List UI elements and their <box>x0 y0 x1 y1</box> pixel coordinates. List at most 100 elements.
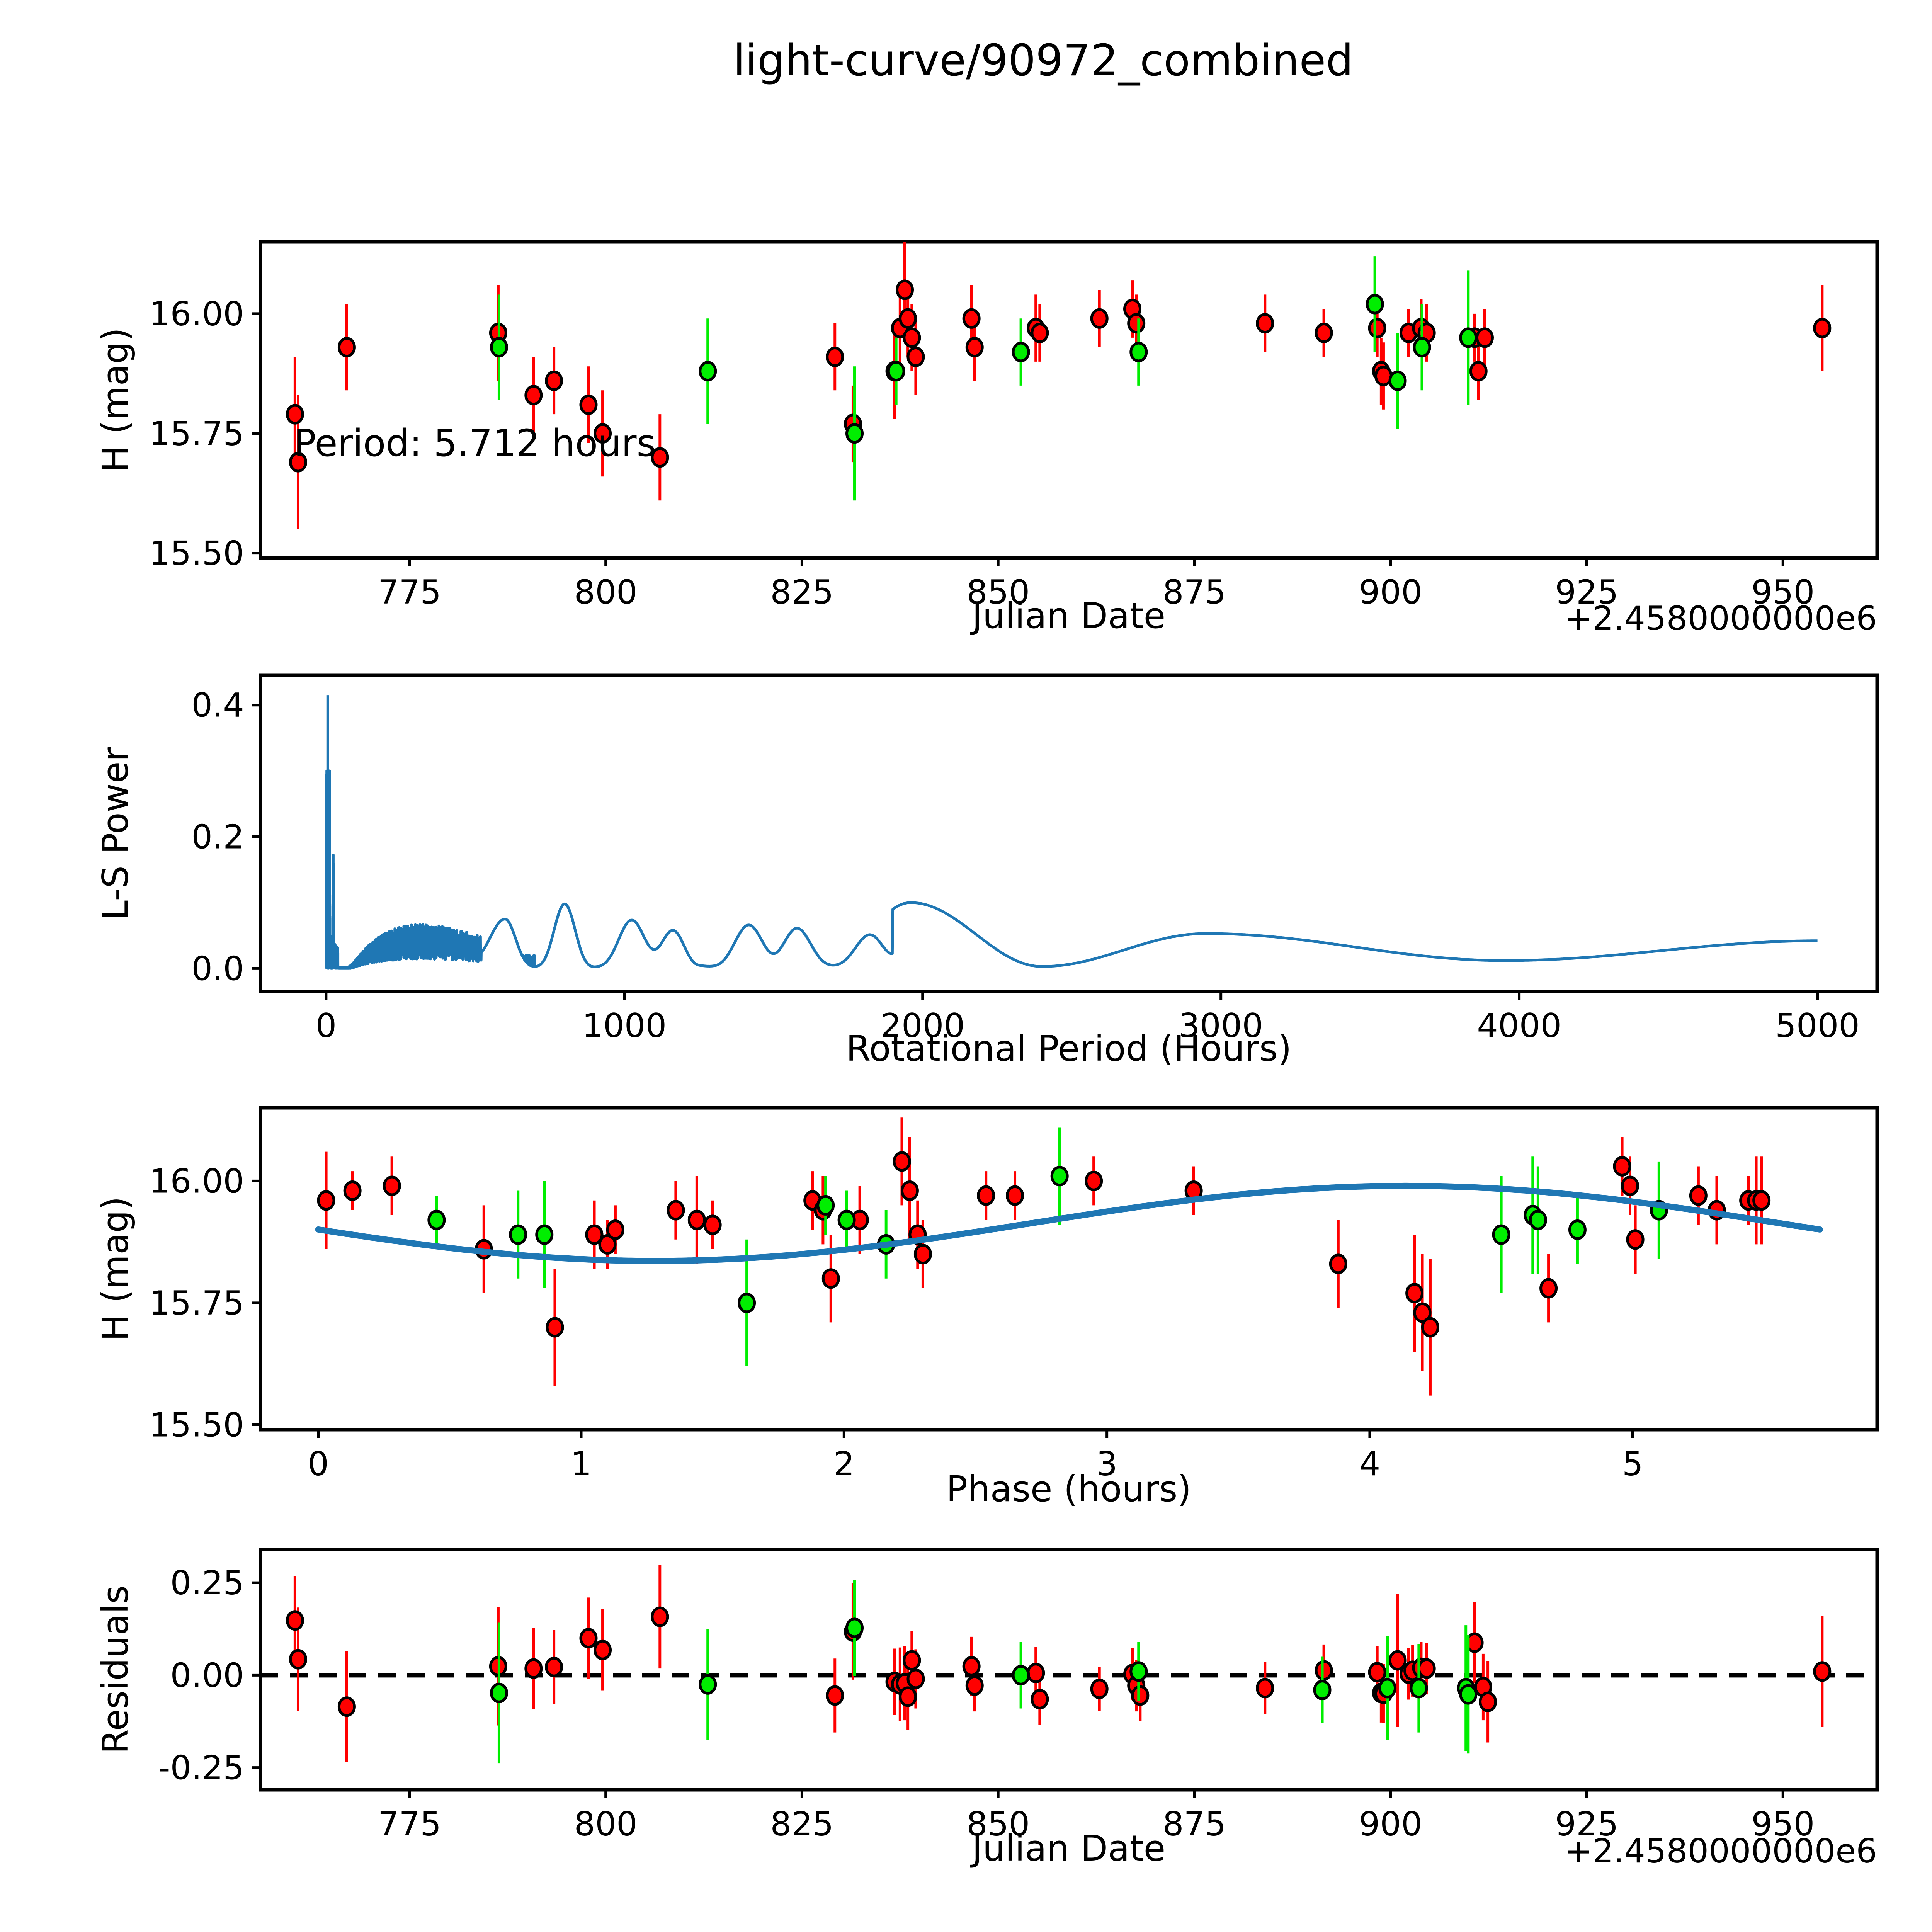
panel-phase-xticklabel: 3 <box>1096 1445 1117 1483</box>
panel-phase-datapoint <box>1613 1156 1631 1177</box>
panel-residuals-datapoint <box>903 1650 921 1671</box>
panel-phase-datapoint <box>977 1185 995 1206</box>
panel-phase-datapoint <box>317 1190 335 1211</box>
panel-residuals-xticklabel: 800 <box>574 1805 638 1844</box>
panel-lightcurve-datapoint <box>899 308 917 329</box>
panel-lightcurve-datapoint <box>906 346 925 367</box>
panel-phase-datapoint <box>900 1180 919 1201</box>
period-annotation-label: Period: 5.712 hours <box>294 422 656 465</box>
panel-residuals-xticklabel: 775 <box>378 1805 441 1844</box>
panel-lightcurve-red-filter <box>286 242 1832 529</box>
panel-lightcurve-xticklabel: 775 <box>378 573 441 612</box>
panel-lightcurve-datapoint <box>699 361 717 382</box>
panel-phase-datapoint <box>509 1224 527 1245</box>
panel-phase-datapoint <box>1050 1166 1069 1187</box>
panel-residuals-yticklabel: 0.00 <box>170 1656 244 1695</box>
panel-residuals-datapoint <box>1031 1689 1049 1710</box>
panel-lightcurve-datapoint <box>1813 318 1832 338</box>
panel-periodogram-xticklabel: 0 <box>315 1007 337 1045</box>
panel-residuals-datapoint <box>899 1686 917 1707</box>
periodogram-trace <box>325 769 1818 970</box>
panel-lightcurve-datapoint <box>1127 313 1146 334</box>
sinusoid-fit-line <box>315 1182 1823 1264</box>
panel-residuals-yticklabel: -0.25 <box>158 1749 244 1787</box>
panel-residuals-datapoint <box>579 1628 598 1649</box>
panel-periodogram-yticklabel: 0.4 <box>191 686 244 725</box>
panel-lightcurve-x-offset-label: +2.4580000000e6 <box>1565 599 1877 638</box>
panel-residuals-datapoint <box>1256 1678 1274 1699</box>
panel-lightcurve-yaxis-label: H (mag) <box>95 328 136 473</box>
panel-phase-datapoint <box>1626 1229 1645 1250</box>
panel-lightcurve-datapoint <box>887 361 905 382</box>
panel-phase-xticklabel: 4 <box>1359 1445 1381 1483</box>
panel-lightcurve-datapoint <box>1315 322 1333 343</box>
panel-residuals-datapoint <box>1027 1663 1045 1684</box>
panel-periodogram-yaxis-label: L-S Power <box>95 747 136 920</box>
panel-periodogram-xticklabel: 4000 <box>1477 1007 1561 1045</box>
panel-phase-datapoint <box>1329 1253 1347 1274</box>
panel-residuals-yaxis-label: Residuals <box>95 1585 136 1754</box>
panel-residuals-xaxis-label: Julian Date <box>970 1828 1165 1869</box>
panel-residuals-datapoint <box>1459 1684 1478 1705</box>
panel-phase-datapoint <box>598 1234 617 1255</box>
panel-residuals-datapoint <box>337 1696 356 1717</box>
panel-lightcurve-green-filter <box>490 256 1478 501</box>
panel-phase-datapoint <box>703 1214 722 1235</box>
panel-residuals-axes: 775 800 825 850 875 900 925 950 0.25 0.00 -0.25 Jul… <box>95 1548 1879 1871</box>
panel-phase-datapoint <box>1413 1302 1432 1323</box>
panel-phase-datapoint <box>1621 1175 1639 1196</box>
panel-phase-datapoint <box>1689 1185 1708 1206</box>
panel-periodogram-xaxis-label: Rotational Period (Hours) <box>846 1028 1291 1069</box>
panel-phase-datapoint <box>585 1224 604 1245</box>
panel-periodogram-xticklabel: 2000 <box>880 1007 965 1045</box>
panel-lightcurve-datapoint <box>594 423 612 444</box>
panel-lightcurve-xticklabel: 875 <box>1163 573 1226 612</box>
panel-phase-datapoint <box>1568 1219 1587 1240</box>
panel-lightcurve-xticklabel: 900 <box>1359 573 1422 612</box>
panel-lightcurve-datapoint <box>845 423 864 444</box>
figure-title: light-curve/90972_combined <box>733 36 1354 86</box>
panel-residuals-datapoint <box>1388 1650 1407 1671</box>
panel-residuals-xticklabel: 850 <box>966 1805 1030 1844</box>
panel-residuals-plot-frame <box>259 1548 1879 1792</box>
panel-residuals-datapoint <box>545 1656 563 1677</box>
panel-residuals-datapoint <box>286 1610 304 1631</box>
panel-phase-datapoint <box>1529 1209 1547 1230</box>
panel-phase-yticklabel: 15.50 <box>149 1406 244 1444</box>
panel-residuals-datapoint <box>1090 1679 1109 1699</box>
panel-lightcurve-datapoint <box>1469 361 1488 382</box>
panel-periodogram-axes: 0 1000 2000 3000 4000 5000 0.0 0.2 0.4 Rotational… <box>95 673 1879 1069</box>
panel-periodogram-xticklabel: 5000 <box>1775 1007 1860 1045</box>
panel-periodogram-xticklabel: 1000 <box>582 1007 667 1045</box>
panel-residuals-xticklabel: 875 <box>1163 1805 1226 1844</box>
page-title: light-curve/90972_combined <box>733 36 1354 86</box>
panel-residuals-red-filter <box>286 1565 1832 1762</box>
panel-lightcurve-datapoint <box>903 327 921 348</box>
panel-residuals-xticklabel: 825 <box>770 1805 833 1844</box>
panel-phase-datapoint <box>1752 1190 1771 1211</box>
panel-phase-xticklabel: 2 <box>833 1445 855 1483</box>
panel-phase-axes: 0 1 2 3 4 5 16.00 15.75 15.50 Phase (hours) H (mag… <box>95 1106 1879 1510</box>
panel-residuals-xticklabel: 925 <box>1555 1805 1618 1844</box>
panel-lightcurve-plot-frame <box>259 240 1879 560</box>
panel-lightcurve-xticklabel: 925 <box>1555 573 1618 612</box>
panel-phase-model-curve <box>315 1182 1823 1264</box>
panel-residuals-datapoint <box>1315 1660 1333 1681</box>
panel-lightcurve-datapoint <box>1368 318 1386 338</box>
panel-phase-datapoint <box>1405 1283 1424 1304</box>
panel-lightcurve-datapoint <box>286 404 304 425</box>
panel-residuals-datapoint <box>1410 1678 1428 1699</box>
panel-phase-datapoint <box>816 1195 835 1216</box>
panel-phase-datapoint <box>1006 1185 1024 1206</box>
panel-phase-yaxis-label: H (mag) <box>95 1196 136 1341</box>
panel-residuals-datapoint <box>289 1649 307 1670</box>
panel-phase-datapoint <box>667 1200 685 1221</box>
panel-lightcurve-datapoint <box>1256 313 1274 334</box>
panel-lightcurve-datapoint <box>579 394 598 415</box>
panel-lightcurve-datapoint <box>337 337 356 358</box>
panel-residuals-datapoint <box>524 1658 543 1679</box>
panel-residuals-datapoint <box>1131 1685 1150 1706</box>
period-annotation: Period: 5.712 hours <box>294 422 656 465</box>
